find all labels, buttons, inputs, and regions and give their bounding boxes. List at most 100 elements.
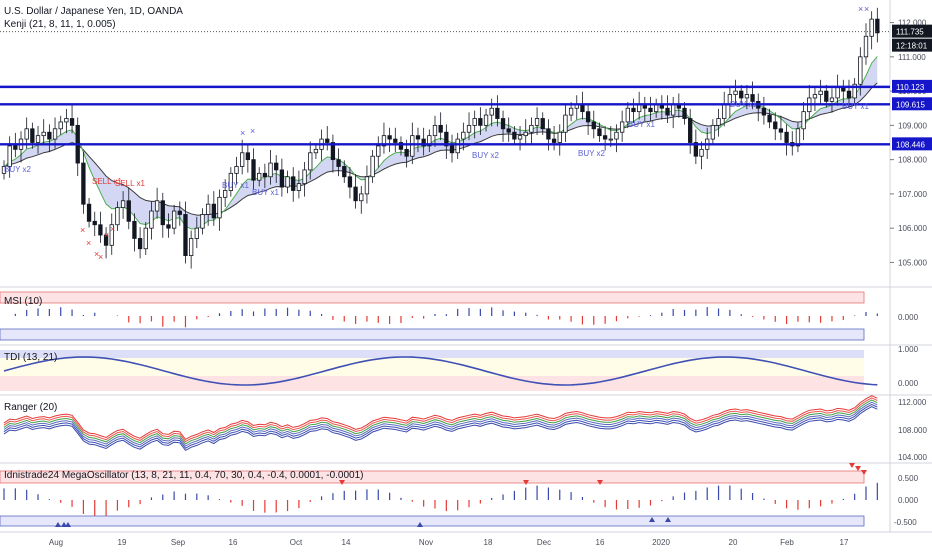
candle-down bbox=[495, 107, 500, 119]
sell-cross-marker: × bbox=[86, 238, 91, 248]
y-tick-label: 111.000 bbox=[898, 53, 926, 62]
candle-up bbox=[296, 183, 302, 191]
countdown-label: 12:18:01 bbox=[896, 42, 928, 51]
candle-down bbox=[449, 145, 455, 154]
candle-up bbox=[472, 118, 477, 126]
candle-up bbox=[120, 200, 126, 209]
candle-up bbox=[858, 56, 863, 85]
candle-down bbox=[585, 111, 591, 123]
buy-cross-marker: × bbox=[858, 4, 863, 14]
candle-up bbox=[7, 145, 12, 167]
candle-down bbox=[693, 142, 699, 157]
pane-label-megaoscillator: Idnistrade24 MegaOscillator (13, 8, 21, … bbox=[4, 470, 364, 481]
mega-buy-triangle bbox=[55, 522, 61, 527]
msi-lower-band bbox=[0, 328, 865, 341]
candle-down bbox=[421, 138, 426, 147]
candle-up bbox=[217, 196, 222, 219]
mega-sell-triangle bbox=[855, 466, 861, 471]
candle-down bbox=[47, 131, 52, 140]
candle-down bbox=[761, 107, 767, 116]
candle-up bbox=[228, 172, 233, 191]
tdi-mid-band bbox=[0, 358, 864, 376]
y-tick-label: 107.000 bbox=[898, 190, 927, 199]
y-tick-label: 109.000 bbox=[898, 121, 927, 130]
candle-down bbox=[330, 142, 336, 161]
candle-up bbox=[614, 131, 619, 140]
candle-up bbox=[427, 135, 432, 147]
candle-down bbox=[211, 203, 216, 219]
candle-down bbox=[166, 224, 171, 229]
x-axis-label: Nov bbox=[419, 538, 433, 547]
candle-up bbox=[489, 107, 494, 116]
candle-up bbox=[829, 97, 835, 102]
candle-up bbox=[171, 210, 177, 229]
candle-down bbox=[347, 176, 353, 188]
candle-down bbox=[251, 159, 256, 181]
candle-up bbox=[483, 114, 489, 126]
ranger-tick-label: 108.000 bbox=[898, 426, 927, 435]
candle-up bbox=[410, 135, 415, 157]
candle-up bbox=[608, 138, 613, 141]
mega-buy-triangle bbox=[649, 517, 655, 522]
buy-cross-marker: × bbox=[240, 128, 245, 138]
candle-up bbox=[710, 124, 716, 140]
candle-down bbox=[478, 118, 483, 126]
candle-down bbox=[580, 104, 585, 113]
candle-down bbox=[602, 135, 608, 140]
mega-sell-triangle bbox=[339, 480, 345, 485]
x-axis-label: 16 bbox=[229, 538, 238, 547]
candle-down bbox=[69, 118, 75, 126]
ranger-band-line bbox=[3, 401, 878, 447]
candle-down bbox=[177, 210, 182, 215]
candle-down bbox=[81, 162, 86, 205]
candle-down bbox=[682, 107, 687, 119]
candle-up bbox=[1, 166, 7, 174]
candle-up bbox=[35, 135, 41, 143]
candle-down bbox=[631, 107, 636, 113]
candle-up bbox=[636, 104, 642, 113]
candle-up bbox=[223, 190, 228, 198]
candle-down bbox=[512, 131, 517, 140]
candle-up bbox=[149, 210, 154, 229]
tdi-tick-label: 1.000 bbox=[898, 345, 919, 354]
candle-up bbox=[835, 87, 840, 99]
mega-tick-label: -0.500 bbox=[894, 518, 917, 527]
last-price-label: 111.735 bbox=[896, 28, 924, 37]
candle-up bbox=[529, 124, 534, 133]
x-axis-label: 16 bbox=[596, 538, 605, 547]
indicator-label: Kenji (21, 8, 11, 1, 0.005) bbox=[4, 19, 116, 30]
candle-up bbox=[852, 83, 857, 99]
candle-up bbox=[619, 121, 625, 133]
candle-up bbox=[154, 200, 160, 212]
sell-cross-marker: × bbox=[94, 249, 99, 259]
x-axis-label: 17 bbox=[840, 538, 849, 547]
signal-label: BUY x1 bbox=[730, 100, 758, 109]
sell-cross-marker: × bbox=[104, 230, 109, 240]
signal-label: BUY x2 bbox=[578, 149, 606, 158]
signal-label: BUY x1 bbox=[222, 181, 250, 190]
candle-up bbox=[625, 107, 630, 123]
candle-up bbox=[24, 128, 29, 140]
candle-up bbox=[285, 176, 290, 188]
candle-down bbox=[551, 138, 557, 143]
signal-label: BUY x1 bbox=[842, 102, 870, 111]
ranger-tick-label: 112.000 bbox=[898, 398, 927, 407]
candle-up bbox=[744, 94, 750, 99]
pane-label-tdi: TDI (13, 21) bbox=[4, 352, 58, 363]
sell-cross-marker: × bbox=[110, 224, 115, 234]
tdi-top-band bbox=[0, 350, 864, 358]
candle-up bbox=[517, 135, 523, 140]
y-tick-label: 108.000 bbox=[898, 156, 927, 165]
msi-tick-label: 0.000 bbox=[898, 313, 919, 322]
candle-up bbox=[234, 166, 239, 174]
candle-down bbox=[444, 131, 449, 147]
candle-up bbox=[58, 121, 63, 130]
sell-cross-marker: × bbox=[98, 252, 103, 262]
candle-down bbox=[404, 148, 409, 157]
candle-down bbox=[824, 90, 829, 102]
candle-down bbox=[500, 118, 506, 130]
candle-down bbox=[415, 135, 421, 140]
candle-up bbox=[432, 124, 438, 137]
candle-down bbox=[86, 203, 92, 222]
